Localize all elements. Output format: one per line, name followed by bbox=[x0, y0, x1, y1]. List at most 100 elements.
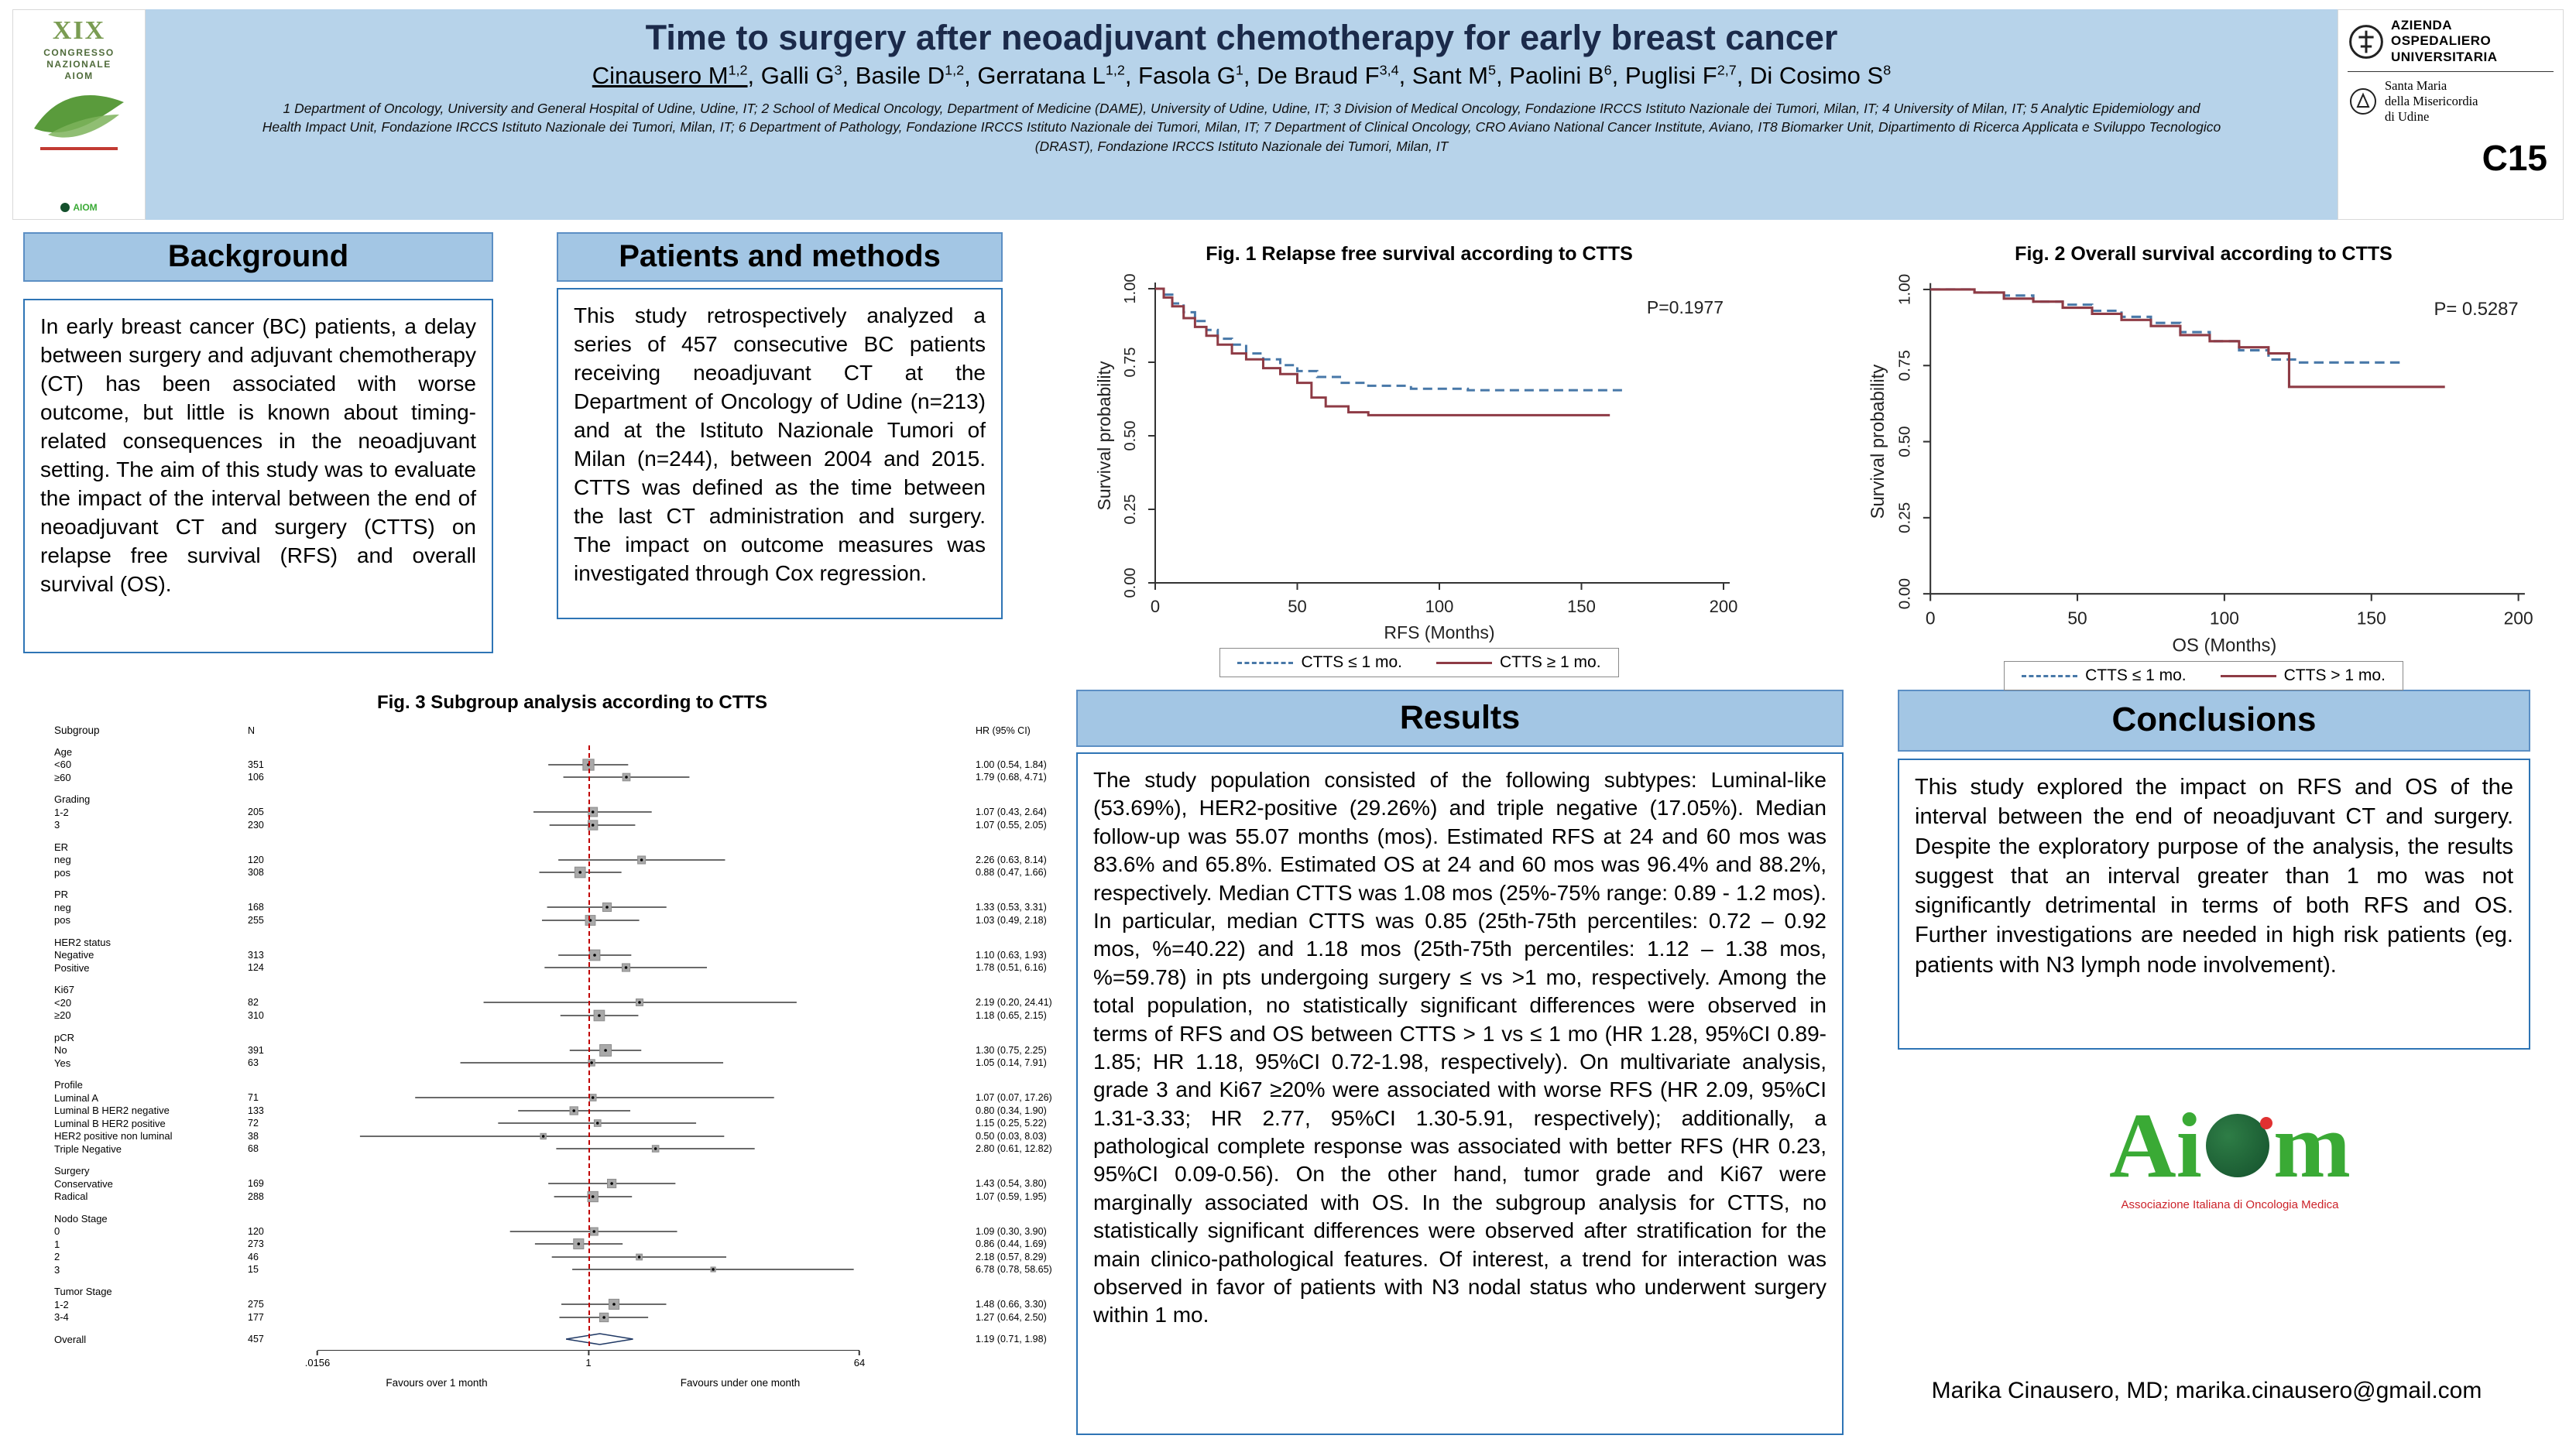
forest-marker-cell bbox=[317, 1251, 859, 1263]
forest-n-value: 273 bbox=[248, 1238, 264, 1250]
author: Galli G3 bbox=[760, 61, 842, 89]
forest-subgroup-label: Age bbox=[54, 745, 73, 758]
fig2-title: Fig. 2 Overall survival according to CTT… bbox=[2015, 243, 2392, 265]
forest-n-value: 308 bbox=[248, 867, 264, 879]
aiom-logo: Ai m Associazione Italiana di Oncologia … bbox=[2083, 1099, 2377, 1212]
forest-row: pos 255 1.03 (0.49, 2.18) bbox=[54, 914, 1090, 927]
forest-row: Yes 63 1.05 (0.14, 7.91) bbox=[54, 1057, 1090, 1070]
forest-axis: .0156 1 64 bbox=[305, 1349, 865, 1374]
forest-row: Tumor Stage bbox=[54, 1286, 1090, 1299]
forest-marker-cell bbox=[317, 1311, 859, 1324]
forest-row: 3-4 177 1.27 (0.64, 2.50) bbox=[54, 1311, 1090, 1324]
forest-row: Overall 457 1.19 (0.71, 1.98) bbox=[54, 1333, 1090, 1346]
forest-n-value: 255 bbox=[248, 914, 264, 926]
forest-subgroup-label: No bbox=[54, 1044, 67, 1057]
forest-row: No 391 1.30 (0.75, 2.25) bbox=[54, 1043, 1090, 1057]
forest-subgroup-label: PR bbox=[54, 889, 69, 901]
forest-n-value: 310 bbox=[248, 1009, 264, 1021]
forest-hr-text: 1.07 (0.59, 1.95) bbox=[976, 1190, 1047, 1202]
poster-code: C15 bbox=[2482, 137, 2547, 178]
legend-dashed-line-icon bbox=[2022, 674, 2078, 677]
hospital-emblem-icon bbox=[2349, 24, 2383, 59]
background-heading: Background bbox=[23, 232, 493, 282]
forest-marker-cell bbox=[317, 1043, 859, 1057]
author: Di Cosimo S8 bbox=[1749, 61, 1892, 89]
forest-subgroup-label: Negative bbox=[54, 949, 94, 961]
methods-heading: Patients and methods bbox=[557, 232, 1003, 282]
forest-n-value: 38 bbox=[248, 1130, 259, 1142]
forest-hr-text: 1.78 (0.51, 6.16) bbox=[976, 962, 1047, 974]
forest-subgroup-label: Luminal A bbox=[54, 1091, 99, 1104]
forest-row: <20 82 2.19 (0.20, 24.41) bbox=[54, 996, 1090, 1009]
forest-hr-text: 2.80 (0.61, 12.82) bbox=[976, 1143, 1052, 1155]
forest-spacer bbox=[54, 784, 1090, 793]
aiom-red-dot-icon bbox=[2260, 1117, 2273, 1129]
forest-n-value: 71 bbox=[248, 1092, 259, 1104]
forest-row: 3 230 1.07 (0.55, 2.05) bbox=[54, 819, 1090, 832]
forest-marker-cell bbox=[317, 1238, 859, 1250]
forest-n-value: 72 bbox=[248, 1118, 259, 1129]
svg-text:0.00: 0.00 bbox=[1122, 568, 1139, 598]
forest-subgroup-label: 1-2 bbox=[54, 1298, 69, 1310]
forest-subgroup-label: Surgery bbox=[54, 1165, 90, 1177]
forest-subgroup-label: 1-2 bbox=[54, 806, 69, 818]
fig1-legend: CTTS ≤ 1 mo. CTTS ≥ 1 mo. bbox=[1219, 648, 1619, 677]
svg-text:0: 0 bbox=[1926, 608, 1936, 628]
forest-row: Age bbox=[54, 745, 1090, 759]
forest-marker-cell bbox=[317, 1225, 859, 1238]
forest-n-value: 46 bbox=[248, 1251, 259, 1262]
forest-marker-cell bbox=[317, 961, 859, 974]
svg-text:Survival probability: Survival probability bbox=[1094, 361, 1114, 511]
forest-n-value: 313 bbox=[248, 949, 264, 961]
aiom-o-icon bbox=[2206, 1114, 2273, 1177]
svg-text:1.00: 1.00 bbox=[1122, 274, 1139, 304]
forest-row: 0 120 1.09 (0.30, 3.90) bbox=[54, 1225, 1090, 1238]
results-text: The study population consisted of the fo… bbox=[1076, 752, 1844, 1435]
forest-hr-text: 2.26 (0.63, 8.14) bbox=[976, 854, 1047, 865]
forest-row: Luminal B HER2 positive 72 1.15 (0.25, 5.2… bbox=[54, 1117, 1090, 1130]
forest-subgroup-label: Overall bbox=[54, 1333, 87, 1345]
svg-text:0: 0 bbox=[1151, 597, 1160, 616]
forest-row: Profile bbox=[54, 1079, 1090, 1092]
author: Puglisi F2,7 bbox=[1624, 61, 1737, 89]
aiom-wordmark: Ai m bbox=[2083, 1099, 2377, 1192]
aiom-dot-icon bbox=[60, 203, 70, 212]
forest-spacer bbox=[54, 1070, 1090, 1079]
svg-text:0.50: 0.50 bbox=[1122, 421, 1139, 451]
forest-reference-line bbox=[588, 745, 590, 1346]
forest-n-value: 82 bbox=[248, 997, 259, 1009]
hospital-org-line: AZIENDA bbox=[2391, 18, 2453, 33]
forest-marker-cell bbox=[317, 1298, 859, 1310]
forest-marker-cell bbox=[317, 854, 859, 866]
forest-row: ER bbox=[54, 841, 1090, 854]
aiom-tagline: Associazione Italiana di Oncologia Medic… bbox=[2121, 1198, 2339, 1211]
forest-hr-text: 1.10 (0.63, 1.93) bbox=[976, 949, 1047, 961]
forest-n-value: 351 bbox=[248, 759, 264, 770]
forest-subgroup-label: HER2 status bbox=[54, 936, 111, 948]
forest-hr-text: 0.88 (0.47, 1.66) bbox=[976, 867, 1047, 879]
background-text: In early breast cancer (BC) patients, a … bbox=[23, 299, 493, 653]
legend-solid-line-icon bbox=[2220, 674, 2276, 677]
svg-text:0.50: 0.50 bbox=[1895, 426, 1913, 457]
forest-hr-text: 1.15 (0.25, 5.22) bbox=[976, 1118, 1047, 1129]
forest-row: Triple Negative 68 2.80 (0.61, 12.82) bbox=[54, 1142, 1090, 1156]
forest-row: Surgery bbox=[54, 1165, 1090, 1178]
fig2-chart: 0 50 100 150 200 0.00 0.25 0.50 0.75 1.00 OS (Mont… bbox=[1868, 274, 2533, 656]
congress-aiom-mark: AIOM bbox=[60, 202, 98, 213]
forest-subgroup-label: neg bbox=[54, 901, 71, 913]
forest-spacer bbox=[54, 831, 1090, 841]
forest-row: PR bbox=[54, 889, 1090, 902]
congress-line: Congresso bbox=[43, 47, 115, 58]
hospital-name-line: della Misericordia bbox=[2385, 93, 2478, 108]
svg-text:0.25: 0.25 bbox=[1122, 495, 1139, 525]
forest-subgroup-label: Conservative bbox=[54, 1177, 113, 1190]
congress-name: Congresso Nazionale AIOM bbox=[43, 47, 115, 82]
forest-axis-tick: 1 bbox=[585, 1356, 592, 1368]
forest-row: 1-2 275 1.48 (0.66, 3.30) bbox=[54, 1298, 1090, 1311]
forest-hr-text: 1.09 (0.30, 3.90) bbox=[976, 1225, 1047, 1237]
forest-n-value: 230 bbox=[248, 819, 264, 831]
forest-subgroup-label: Positive bbox=[54, 961, 90, 974]
svg-text:0.00: 0.00 bbox=[1895, 578, 1913, 609]
forest-marker-cell bbox=[317, 819, 859, 831]
authors-line: Cinausero M1,2, Galli G3, Basile D1,2, G… bbox=[592, 61, 1892, 89]
